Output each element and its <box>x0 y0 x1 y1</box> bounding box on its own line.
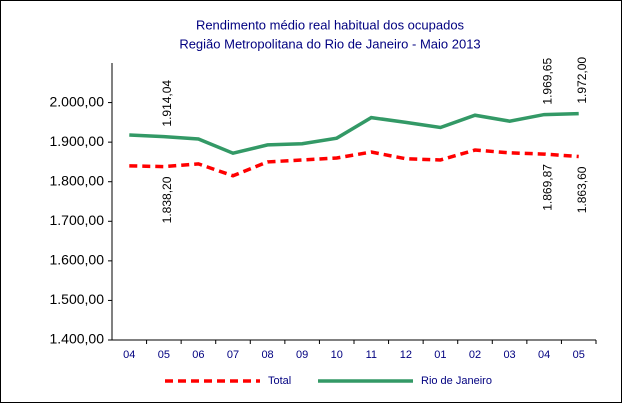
value-label: 1.869,87 <box>540 164 554 211</box>
value-label: 1.972,00 <box>575 57 589 104</box>
x-tick-label: 03 <box>503 349 515 361</box>
y-tick-label: 1.900,00 <box>50 133 105 149</box>
y-tick-label: 1.600,00 <box>50 252 105 268</box>
line-series <box>129 148 579 178</box>
chart-title: Rendimento médio real habitual dos ocupa… <box>196 17 465 32</box>
y-tick-label: 1.800,00 <box>50 172 105 188</box>
x-tick-label: 10 <box>331 349 343 361</box>
x-tick-label: 04 <box>538 349 550 361</box>
x-tick-label: 06 <box>192 349 204 361</box>
x-tick-label: 12 <box>400 349 412 361</box>
x-tick-label: 01 <box>434 349 446 361</box>
chart-subtitle: Região Metropolitana do Rio de Janeiro -… <box>179 36 480 51</box>
value-label: 1.969,65 <box>540 58 554 105</box>
value-label: 1.838,20 <box>160 176 174 223</box>
legend-label: Total <box>268 375 291 387</box>
x-tick-label: 05 <box>158 349 170 361</box>
x-tick-label: 05 <box>573 349 585 361</box>
line-series <box>129 111 579 156</box>
x-tick-label: 07 <box>227 349 239 361</box>
value-label: 1.863,60 <box>575 166 589 213</box>
y-tick-label: 2.000,00 <box>50 93 105 109</box>
y-tick-label: 1.400,00 <box>50 331 105 347</box>
value-label: 1.914,04 <box>160 80 174 127</box>
x-tick-label: 08 <box>261 349 273 361</box>
y-tick-label: 1.500,00 <box>50 291 105 307</box>
x-tick-label: 04 <box>123 349 135 361</box>
y-tick-label: 1.700,00 <box>50 212 105 228</box>
legend-label: Rio de Janeiro <box>421 375 492 387</box>
x-tick-label: 09 <box>296 349 308 361</box>
x-tick-label: 02 <box>469 349 481 361</box>
x-tick-label: 11 <box>366 349 377 361</box>
